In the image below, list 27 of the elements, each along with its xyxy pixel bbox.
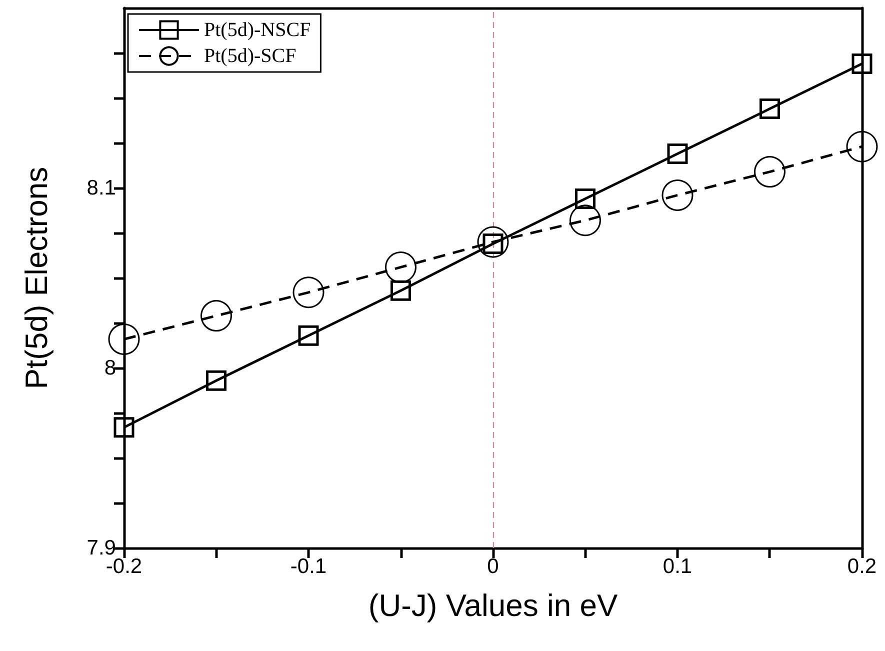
point [760,98,780,120]
point [114,417,134,438]
y-tick-label: 8 [104,356,116,380]
x-tick-label: 0.2 [847,555,877,578]
point [667,144,688,164]
point [570,204,601,236]
point [477,226,509,258]
point [390,280,411,301]
legend-label: Pt(5d)-SCF [204,45,296,67]
x-axis-title: (U-J) Values in eV [368,588,618,623]
x-tick-label: -0.1 [290,555,327,578]
point [852,54,872,74]
y-tick-label: 8.1 [86,176,116,200]
legend-label: Pt(5d)-NSCF [204,19,311,41]
point [108,323,140,355]
point [206,370,226,391]
point [575,188,596,210]
x-tick-label: 0 [487,555,499,578]
point [385,251,416,283]
point [200,300,232,332]
point [754,156,786,188]
point [298,325,319,346]
y-axis-title: Pt(5d) Electrons [19,166,54,390]
point [662,179,694,211]
point [292,276,324,308]
point [846,130,878,162]
x-tick-label: 0.1 [662,555,692,578]
